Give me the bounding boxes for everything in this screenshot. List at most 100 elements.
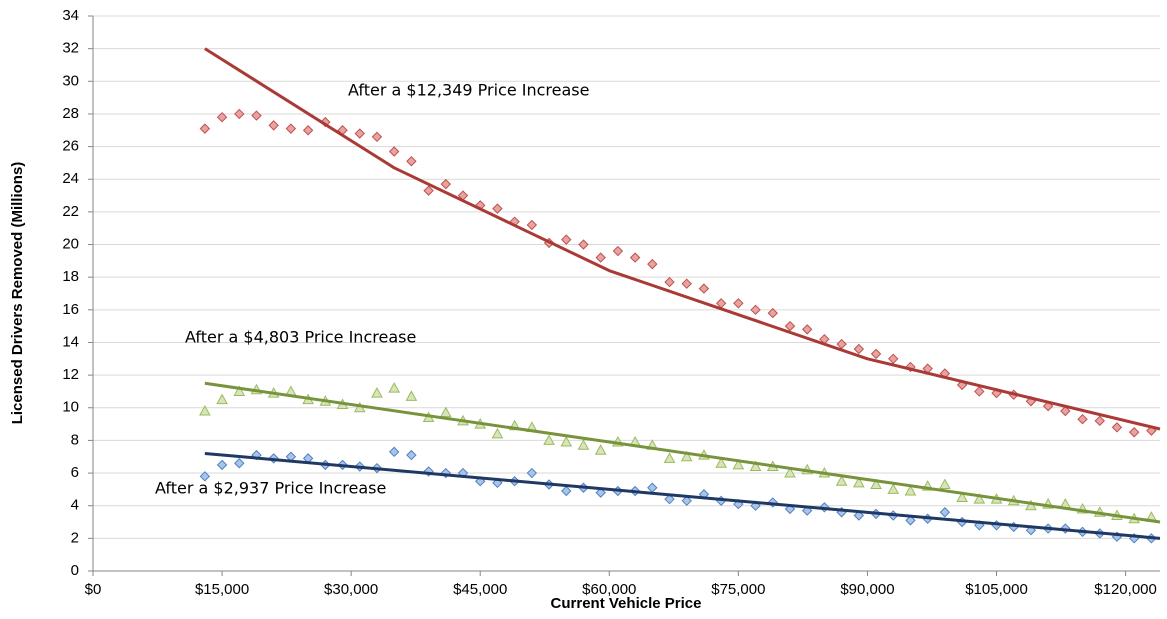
y-tick-label: 18 bbox=[62, 268, 79, 285]
data-point bbox=[405, 390, 418, 401]
data-point bbox=[767, 307, 778, 319]
data-point bbox=[939, 478, 951, 489]
data-point bbox=[664, 493, 675, 505]
data-point bbox=[216, 393, 228, 405]
data-point bbox=[199, 471, 211, 482]
data-point bbox=[594, 444, 607, 455]
data-point bbox=[956, 491, 968, 503]
data-point bbox=[526, 467, 538, 479]
data-point bbox=[836, 338, 847, 350]
data-point bbox=[870, 478, 882, 489]
data-point bbox=[852, 476, 865, 488]
data-point bbox=[560, 436, 573, 447]
x-tick-label: $0 bbox=[85, 581, 102, 598]
y-tick-label: 22 bbox=[62, 203, 79, 220]
y-tick-label: 20 bbox=[62, 235, 79, 252]
y-tick-label: 8 bbox=[71, 431, 79, 448]
data-point bbox=[1025, 499, 1037, 511]
data-point bbox=[801, 324, 813, 335]
data-point bbox=[216, 459, 228, 471]
data-point bbox=[681, 495, 692, 507]
data-point bbox=[663, 452, 676, 463]
y-tick-label: 34 bbox=[62, 7, 79, 24]
data-point bbox=[578, 239, 589, 250]
y-tick-label: 10 bbox=[62, 399, 79, 416]
x-tick-label: $15,000 bbox=[195, 581, 249, 598]
x-tick-label: $105,000 bbox=[965, 581, 1028, 598]
y-tick-label: 28 bbox=[62, 105, 79, 122]
data-point bbox=[251, 110, 262, 121]
y-tick-label: 16 bbox=[62, 301, 79, 318]
series-label: After a $12,349 Price Increase bbox=[348, 81, 589, 100]
data-point bbox=[388, 446, 400, 458]
data-point bbox=[423, 185, 434, 196]
data-point bbox=[234, 458, 245, 469]
data-point bbox=[784, 467, 796, 478]
y-tick-label: 14 bbox=[62, 333, 79, 350]
data-point bbox=[491, 427, 504, 439]
x-tick-label: $60,000 bbox=[582, 581, 636, 598]
y-tick-label: 30 bbox=[62, 72, 79, 89]
data-point bbox=[732, 458, 745, 470]
data-point bbox=[647, 258, 658, 270]
data-point bbox=[595, 252, 606, 263]
data-point bbox=[680, 450, 693, 462]
trendline bbox=[204, 381, 1161, 524]
data-point bbox=[698, 283, 710, 294]
x-tick-label: $30,000 bbox=[324, 581, 378, 598]
data-point bbox=[664, 276, 675, 288]
data-point bbox=[492, 203, 503, 214]
data-point bbox=[612, 245, 624, 257]
data-point bbox=[388, 146, 400, 157]
y-tick-label: 0 bbox=[71, 562, 79, 579]
y-tick-label: 26 bbox=[62, 138, 79, 155]
data-point bbox=[561, 485, 572, 497]
data-point bbox=[647, 482, 658, 493]
data-point bbox=[681, 278, 692, 289]
x-axis-title: Current Vehicle Price bbox=[551, 595, 702, 612]
data-point bbox=[388, 382, 401, 393]
y-tick-label: 4 bbox=[71, 497, 79, 514]
data-point bbox=[543, 434, 555, 445]
data-point bbox=[302, 125, 314, 136]
y-tick-label: 6 bbox=[71, 464, 79, 481]
data-point bbox=[216, 111, 228, 123]
y-tick-label: 2 bbox=[71, 529, 79, 546]
data-point bbox=[887, 483, 900, 494]
data-point bbox=[234, 108, 245, 120]
data-point bbox=[974, 386, 985, 397]
data-point bbox=[233, 385, 246, 396]
data-point bbox=[199, 123, 211, 134]
data-point bbox=[371, 131, 383, 143]
data-point bbox=[629, 252, 641, 263]
data-point bbox=[715, 457, 728, 468]
data-point bbox=[1094, 415, 1105, 427]
data-point bbox=[749, 460, 762, 472]
data-point bbox=[577, 439, 590, 450]
data-point bbox=[268, 120, 279, 131]
data-point bbox=[904, 484, 917, 496]
data-point bbox=[371, 387, 383, 398]
data-point bbox=[1128, 427, 1140, 438]
data-point bbox=[595, 487, 606, 498]
trendline bbox=[204, 451, 1161, 540]
y-tick-label: 12 bbox=[62, 366, 79, 383]
data-point bbox=[973, 493, 986, 504]
data-point bbox=[526, 219, 538, 231]
data-point bbox=[853, 343, 865, 355]
y-tick-label: 32 bbox=[62, 40, 79, 57]
x-tick-label: $45,000 bbox=[453, 581, 507, 598]
series-label: After a $2,937 Price Increase bbox=[155, 479, 386, 498]
data-point bbox=[870, 348, 882, 360]
x-tick-label: $90,000 bbox=[840, 581, 894, 598]
data-point bbox=[440, 178, 452, 190]
data-point bbox=[406, 156, 417, 167]
data-point bbox=[1060, 405, 1071, 417]
data-point bbox=[561, 234, 572, 245]
data-point bbox=[439, 406, 452, 418]
data-point bbox=[888, 353, 899, 365]
data-point bbox=[750, 304, 761, 316]
series-label: After a $4,803 Price Increase bbox=[185, 328, 416, 347]
